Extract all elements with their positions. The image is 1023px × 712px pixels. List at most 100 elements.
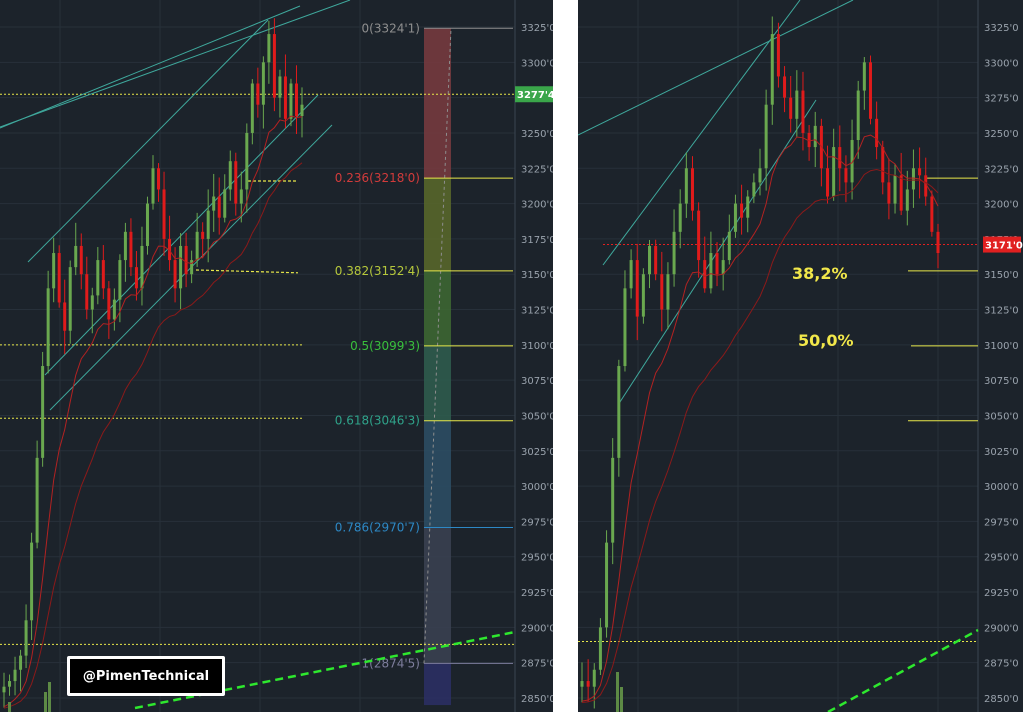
volume-bar [8,702,11,712]
fib-zone-band [424,527,451,664]
y-tick-label: 3075'0 [984,376,1019,387]
channel-line [44,94,319,376]
right-candle [838,147,842,169]
y-tick-label: 3025'0 [521,447,553,458]
right-candle [586,681,590,687]
right-candle [881,147,885,183]
right-candle [592,669,596,687]
chart-background [578,0,1023,712]
left-candle [300,104,304,116]
left-candle [294,83,298,116]
right-candle [770,34,774,105]
left-candle [63,302,67,331]
right-candle [666,274,670,310]
trend-line-dashed [827,628,979,712]
right-candle [690,168,694,211]
y-tick-label: 3225'0 [984,164,1019,175]
fib-level-label: 0.786(2970'7) [335,520,420,534]
left-candle [283,76,287,119]
left-candle [46,288,50,367]
right-candle [740,203,744,218]
right-candle [813,125,817,148]
left-candle [278,76,282,98]
right-candle [697,210,701,261]
left-candle [19,655,23,670]
right-candle [703,260,707,289]
right-candle [868,62,872,119]
dashed-level-3152 [195,269,299,274]
watermark-badge: @PimenTechnical [67,656,225,696]
y-tick-label: 2900'0 [521,623,553,634]
chart-left: 0(3324'1) 0.236(3218'0) 0.382(3152'4) 0.5(3… [0,0,553,712]
y-tick-label: 2975'0 [984,517,1019,528]
right-candle [641,274,645,317]
current-price-label: 3277'4 [517,90,553,101]
left-candle [129,231,133,268]
right-candle [758,168,762,183]
y-tick-label: 3125'0 [984,306,1019,317]
fib-level-label: 1(2874'5) [362,656,420,670]
left-candle [30,542,34,621]
right-candle [733,203,737,232]
left-candle [41,366,45,458]
y-tick-label: 3175'0 [521,235,553,246]
fib-level-label: 0.236(3218'0) [335,171,420,185]
y-tick-label: 2925'0 [984,588,1019,599]
right-candle [795,90,799,119]
right-candle [776,34,780,77]
left-candle [151,168,155,204]
volume-bar [616,672,619,712]
y-tick-label: 3325'0 [984,23,1019,34]
right-candle [623,288,627,367]
right-candle [844,168,848,183]
right-candle [617,366,621,458]
right-candle [801,90,805,133]
left-candle [217,196,221,218]
y-tick-label: 3050'0 [984,411,1019,422]
y-tick-label: 2875'0 [984,659,1019,670]
left-candle [140,245,144,289]
right-candle [727,231,731,261]
channel-line-upper [578,0,854,136]
right-candle [611,457,615,543]
current-price-tag [515,86,553,103]
left-candle [206,210,210,239]
y-tick-label: 3275'0 [984,94,1019,105]
channel-line [0,5,301,129]
y-tick-label: 3250'0 [984,129,1019,140]
fib-zone-band [424,28,451,179]
right-candle [660,274,664,310]
left-candle [267,34,271,63]
left-candle [289,83,293,119]
right-candle [826,168,830,197]
left-candle [68,267,72,331]
right-candle [672,231,676,275]
chart-right: 38,2% 50,0% 3325'0 3300'0 3275'0 3250'0 3225'0… [578,0,1023,712]
y-tick-label: 3000'0 [521,482,553,493]
right-candle [899,175,903,211]
left-candle [245,132,249,190]
current-price-label: 3171'0 [985,241,1023,252]
left-candle [2,686,6,693]
volume-bar [44,692,47,712]
y-tick-label: 3200'0 [521,200,553,211]
right-candle [580,681,584,687]
left-candle [85,274,89,310]
left-candle [234,161,238,204]
left-candle [101,260,105,289]
left-candle [134,267,138,289]
right-candle [764,104,768,169]
right-candle [598,627,602,670]
right-candle [654,245,658,275]
y-tick-label: 3225'0 [521,164,553,175]
right-candle [684,168,688,204]
y-tick-label: 2850'0 [521,694,553,705]
y-tick-label: 3025'0 [984,447,1019,458]
right-candle [635,260,639,317]
y-tick-label: 2975'0 [521,517,553,528]
fib-level-label: 0.5(3099'3) [350,339,420,353]
left-candle [74,245,78,268]
right-candle [930,196,934,232]
left-candle [112,299,116,320]
left-candle [24,620,28,656]
